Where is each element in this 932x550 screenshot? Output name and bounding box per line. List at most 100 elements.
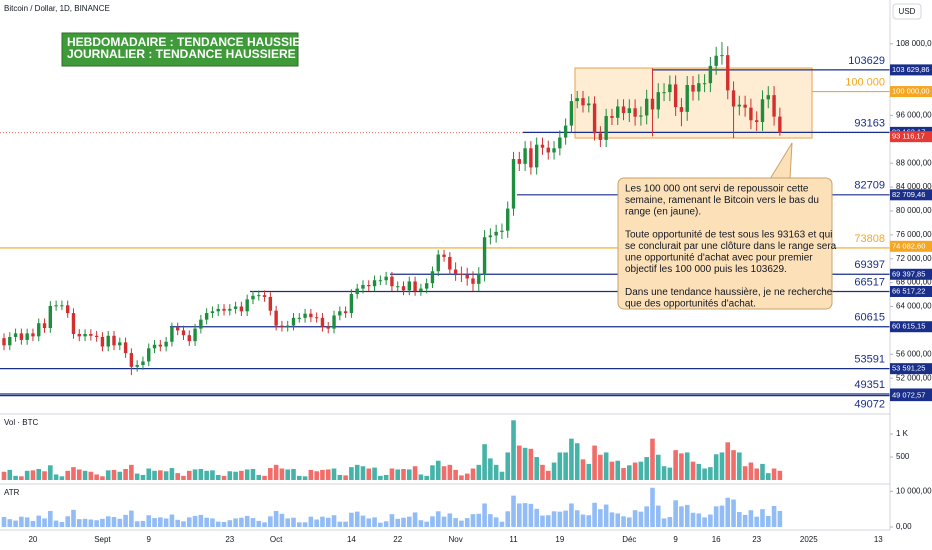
level-label: 100 000 [845, 76, 885, 88]
candle-body [378, 280, 383, 282]
bar [360, 466, 366, 480]
bar [522, 503, 528, 527]
bar [499, 521, 505, 527]
candle-body [407, 281, 411, 291]
candle-body [343, 311, 348, 314]
last-price-badge [890, 131, 932, 143]
bar [291, 517, 296, 527]
bar [175, 473, 180, 480]
y-tick-label: 108 000,00 [896, 39, 932, 48]
candle-body [257, 295, 261, 297]
x-tick-label: 22 [393, 535, 402, 544]
bar [551, 511, 557, 527]
bar [522, 447, 528, 480]
x-tick-label: 16 [712, 535, 721, 544]
bar [308, 469, 314, 480]
y-tick-label: 64 000,00 [896, 302, 932, 311]
bar [366, 468, 372, 480]
bar [123, 514, 128, 527]
bar [19, 516, 24, 527]
candle-body [482, 237, 487, 275]
candle-body [135, 365, 139, 367]
bar [262, 475, 267, 480]
level-badge [890, 363, 932, 375]
bar [82, 518, 88, 527]
marks-layer [1, 42, 783, 527]
bar [725, 442, 731, 480]
price-badge [890, 240, 932, 252]
candle-body [390, 276, 394, 287]
candle-body [563, 125, 568, 138]
bar [146, 515, 152, 527]
candle-body [778, 116, 782, 133]
bar [470, 514, 476, 527]
bar [383, 474, 389, 480]
candle-body [639, 115, 643, 117]
bar [765, 515, 771, 527]
bar [256, 520, 262, 527]
bar [233, 518, 238, 527]
bar [505, 452, 511, 480]
bar [343, 475, 348, 480]
bar [354, 464, 360, 480]
level-badge-label: 82 709,46 [892, 190, 925, 199]
callout-text: se conclurait par une clôture dans le ra… [625, 241, 837, 252]
level-badge [890, 321, 932, 333]
bar [175, 519, 180, 527]
currency-box[interactable] [892, 3, 922, 20]
bar [407, 469, 412, 480]
y-tick-label: 52 000,00 [896, 373, 932, 382]
bar [134, 521, 140, 527]
bar [627, 465, 632, 480]
candle-body [13, 333, 18, 337]
candle-body [575, 98, 579, 102]
bar [354, 511, 360, 527]
bar [331, 515, 337, 527]
bar [250, 518, 256, 527]
level-label: 69397 [854, 259, 885, 271]
candle-body [152, 344, 157, 349]
bar [250, 468, 256, 480]
bar [105, 470, 111, 480]
bar [731, 450, 736, 480]
candle-body [216, 308, 220, 312]
bar [192, 469, 198, 480]
bar [105, 516, 111, 527]
level-label: 49072 [854, 399, 885, 411]
bar [13, 475, 18, 480]
bar [233, 471, 238, 480]
candle-body [442, 254, 446, 257]
level-badge [890, 86, 932, 98]
bar [534, 457, 539, 480]
bar [7, 469, 13, 480]
bar [430, 465, 435, 480]
candle-body [54, 305, 58, 307]
bar [684, 504, 690, 527]
candle-body [448, 256, 452, 270]
bar [395, 469, 401, 480]
bar [88, 519, 94, 527]
axis-layer: 20 Sept 9 23 Oct 14 22 Nov 11 19 Déc 9 16 23 2025 13 108… [28, 39, 932, 544]
candle-body [500, 230, 504, 232]
level-badge [890, 189, 932, 201]
bar [343, 521, 348, 527]
bar [592, 502, 597, 527]
y-tick-label: 72 000,00 [896, 254, 932, 263]
candle-body [587, 103, 591, 106]
bar [464, 518, 470, 527]
bar [13, 520, 18, 527]
candle-body [755, 120, 759, 123]
bar [632, 510, 638, 527]
candle-body [506, 208, 510, 231]
bar [59, 522, 65, 527]
bar [563, 510, 568, 527]
candle-body [459, 273, 464, 275]
bar [528, 448, 534, 480]
bar [563, 452, 568, 480]
bar [337, 521, 343, 527]
bar [424, 475, 429, 480]
bar [215, 474, 221, 480]
bar [152, 470, 157, 480]
bar [285, 518, 291, 527]
